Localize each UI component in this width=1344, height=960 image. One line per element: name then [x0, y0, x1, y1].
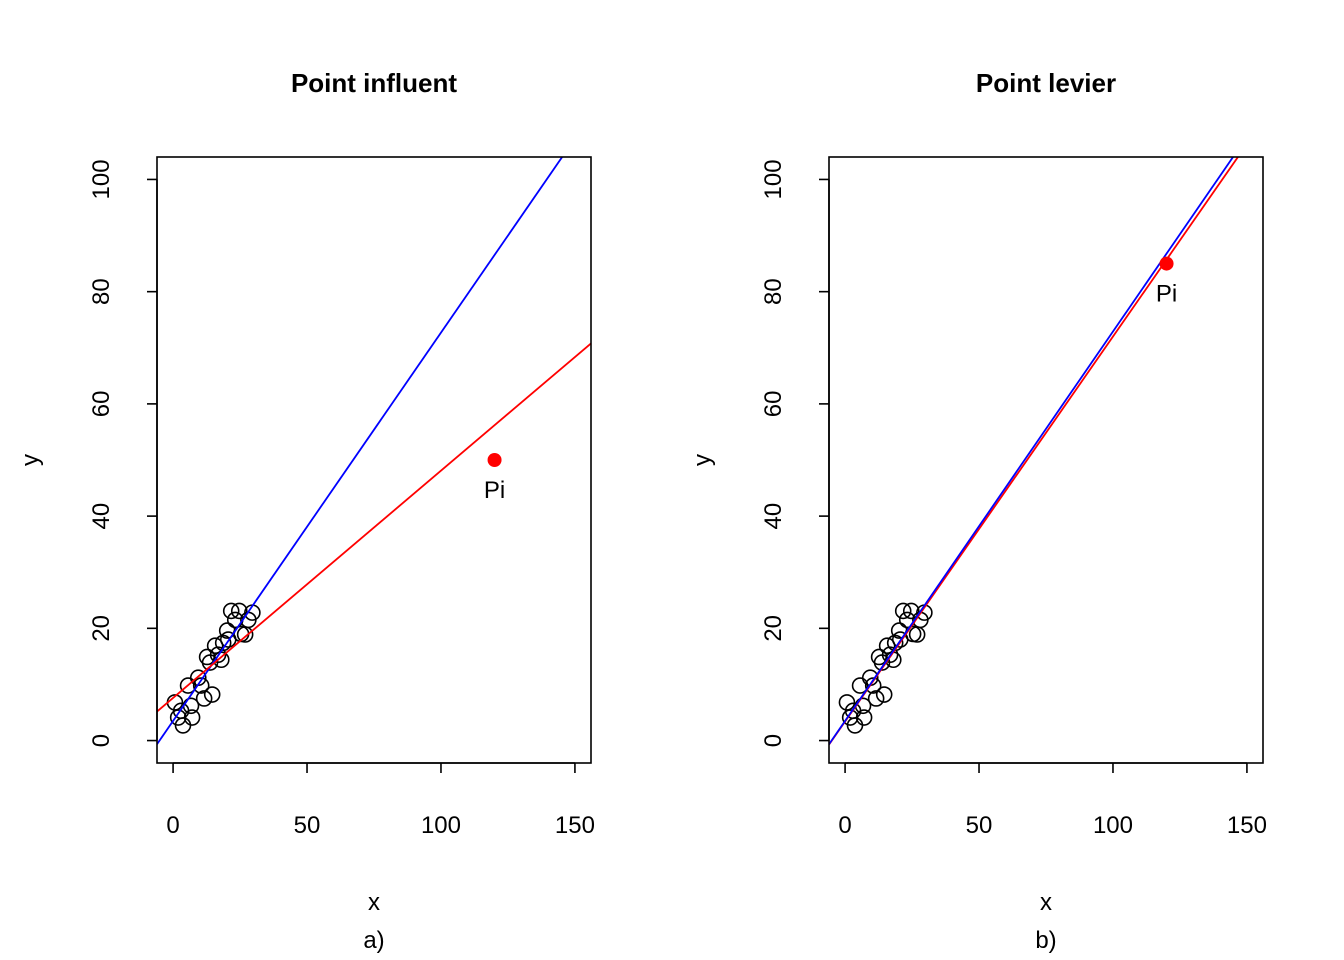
point-label: Pi	[484, 477, 505, 504]
point-label: Pi	[1156, 281, 1177, 308]
data-point	[222, 602, 240, 620]
y-tick-label: 100	[760, 159, 787, 199]
regression-lines	[829, 157, 1240, 746]
data-point	[206, 637, 224, 655]
data-point	[864, 677, 882, 694]
subtitle: a)	[363, 927, 384, 954]
y-tick-label: 60	[760, 391, 787, 418]
subtitle: b)	[1035, 927, 1056, 954]
y-tick-label: 100	[88, 159, 115, 199]
data-point	[179, 677, 197, 694]
panel-b: Point levier x b) y Pi 0 50 100 150 0 20 40 60 80…	[689, 68, 1267, 954]
data-point	[203, 686, 221, 703]
y-tick-label: 0	[88, 734, 115, 747]
data-point	[183, 709, 201, 726]
data-point	[230, 602, 248, 620]
data-point	[214, 634, 232, 652]
data-point	[902, 602, 920, 620]
x-tick-label: 0	[166, 812, 179, 839]
data-point	[878, 637, 896, 655]
x-tick-label: 150	[1227, 812, 1267, 839]
influential-point	[487, 453, 502, 467]
y-tick-label: 20	[760, 615, 787, 642]
data-point	[875, 686, 893, 703]
chart-title: Point levier	[976, 68, 1116, 98]
panel-a: Point influent x a) y Pi 0 50 100 150 0 20 40 60…	[17, 68, 595, 954]
y-tick-label: 40	[88, 503, 115, 530]
y-tick-label: 40	[760, 503, 787, 530]
regression-line	[157, 342, 591, 713]
x-tick-label: 50	[966, 812, 993, 839]
data-point	[867, 690, 885, 707]
x-tick-label: 100	[421, 812, 461, 839]
x-tick-label: 150	[555, 812, 595, 839]
y-tick-label: 60	[88, 391, 115, 418]
y-tick-label: 80	[88, 278, 115, 305]
x-axis-label: x	[368, 889, 380, 916]
y-tick-label: 80	[760, 278, 787, 305]
x-tick-label: 50	[294, 812, 321, 839]
x-axis-label: x	[1040, 889, 1052, 916]
chart-title: Point influent	[291, 68, 457, 98]
data-point	[855, 709, 873, 726]
data-point	[195, 690, 213, 707]
regression-lines	[157, 157, 591, 745]
data-point	[851, 677, 869, 694]
y-tick-label: 0	[760, 734, 787, 747]
data-point	[881, 646, 899, 664]
plot-box	[828, 156, 1264, 764]
y-axis-label: y	[17, 454, 44, 466]
regression-line	[829, 157, 1235, 745]
y-tick-label: 20	[88, 615, 115, 642]
data-point	[209, 646, 227, 664]
x-tick-label: 0	[838, 812, 851, 839]
y-axis-label: y	[689, 454, 716, 466]
x-tick-label: 100	[1093, 812, 1133, 839]
plot-box	[156, 156, 592, 764]
regression-line	[157, 157, 564, 745]
influential-point	[1159, 256, 1174, 271]
data-point	[894, 602, 912, 620]
data-point	[192, 677, 210, 694]
